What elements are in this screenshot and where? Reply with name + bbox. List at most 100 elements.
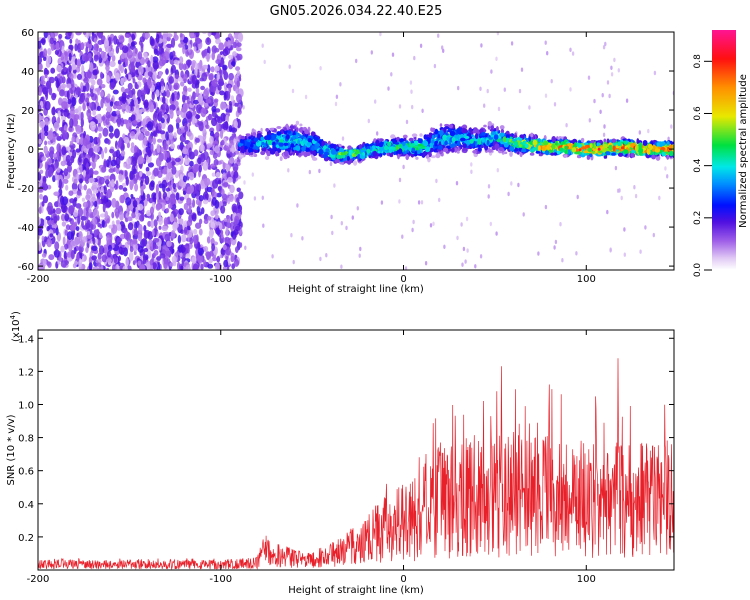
signal-blob <box>499 125 505 130</box>
noise-blob <box>215 38 221 45</box>
noise-blob <box>65 224 71 231</box>
noise-blob <box>132 260 136 266</box>
noise-blob <box>165 187 171 192</box>
faint-blob <box>487 184 491 189</box>
faint-blob <box>601 93 604 98</box>
noise-blob <box>201 32 208 35</box>
noise-blob <box>180 128 186 133</box>
noise-blob <box>101 149 105 160</box>
noise-blob <box>236 80 240 88</box>
noise-blob <box>235 246 239 254</box>
noise-blob <box>68 205 75 215</box>
noise-blob <box>91 155 95 162</box>
noise-blob <box>68 44 74 51</box>
noise-blob <box>63 243 69 250</box>
faint-blob <box>575 251 578 256</box>
noise-blob <box>82 85 87 93</box>
noise-blob <box>130 131 135 137</box>
noise-blob <box>198 164 202 173</box>
signal-blob <box>503 141 509 148</box>
noise-blob <box>236 47 242 52</box>
faint-blob <box>292 259 295 265</box>
faint-blob <box>244 245 247 250</box>
signal-blob <box>590 140 595 144</box>
noise-blob <box>226 215 231 224</box>
noise-blob <box>186 186 192 195</box>
noise-blob <box>217 179 222 185</box>
noise-blob <box>50 42 55 51</box>
noise-blob <box>152 130 157 137</box>
faint-blob <box>633 185 636 190</box>
signal-blob <box>301 151 305 156</box>
noise-blob <box>236 93 242 104</box>
noise-blob <box>108 51 115 57</box>
faint-blob <box>455 181 459 186</box>
noise-blob <box>171 50 176 57</box>
noise-blob <box>197 255 203 264</box>
noise-blob <box>139 170 143 177</box>
noise-blob <box>219 254 223 259</box>
noise-blob <box>41 253 47 258</box>
noise-blob <box>91 79 96 86</box>
noise-blob <box>157 138 163 143</box>
noise-blob <box>101 219 105 228</box>
noise-blob <box>135 107 140 115</box>
signal-blob <box>630 152 635 158</box>
faint-blob <box>544 204 548 210</box>
noise-blob <box>218 42 225 51</box>
noise-blob <box>211 117 218 127</box>
faint-blob <box>480 43 483 48</box>
noise-blob <box>61 203 67 213</box>
noise-blob <box>146 79 153 89</box>
noise-blob <box>94 200 98 208</box>
noise-blob <box>211 32 217 36</box>
signal-blob <box>529 152 535 156</box>
noise-blob <box>96 262 102 267</box>
noise-blob <box>69 38 73 44</box>
noise-blob <box>60 83 67 89</box>
noise-blob <box>227 176 233 183</box>
signal-blob <box>651 154 656 160</box>
noise-blob <box>154 225 158 236</box>
noise-blob <box>131 238 138 245</box>
noise-blob <box>89 62 94 72</box>
faint-blob <box>260 127 263 133</box>
noise-blob <box>98 232 103 239</box>
noise-blob <box>125 119 132 130</box>
noise-blob <box>105 201 112 208</box>
noise-blob <box>43 123 49 134</box>
signal-blob <box>444 140 448 146</box>
noise-blob <box>178 208 184 216</box>
noise-blob <box>82 169 86 178</box>
noise-blob <box>212 179 219 189</box>
noise-blob <box>158 166 163 171</box>
signal-blob <box>453 147 458 153</box>
noise-blob <box>198 195 204 202</box>
noise-blob <box>148 197 154 204</box>
noise-blob <box>180 246 186 254</box>
noise-blob <box>48 254 55 261</box>
noise-blob <box>205 124 210 129</box>
noise-blob <box>170 230 176 239</box>
noise-blob <box>66 161 73 166</box>
noise-blob <box>67 32 72 37</box>
noise-blob <box>75 173 80 180</box>
faint-blob <box>587 75 591 80</box>
noise-blob <box>210 221 216 229</box>
noise-blob <box>219 90 225 96</box>
noise-blob <box>202 191 209 202</box>
noise-blob <box>40 96 44 102</box>
noise-blob <box>120 65 124 74</box>
noise-blob <box>131 33 136 41</box>
noise-blob <box>232 51 237 57</box>
noise-blob <box>56 133 59 139</box>
noise-blob <box>230 127 238 133</box>
faint-blob <box>604 41 607 47</box>
faint-blob <box>490 69 493 74</box>
noise-blob <box>195 184 199 191</box>
faint-blob <box>335 94 339 100</box>
noise-blob <box>155 203 161 211</box>
noise-blob <box>218 222 223 231</box>
noise-blob <box>239 242 243 248</box>
